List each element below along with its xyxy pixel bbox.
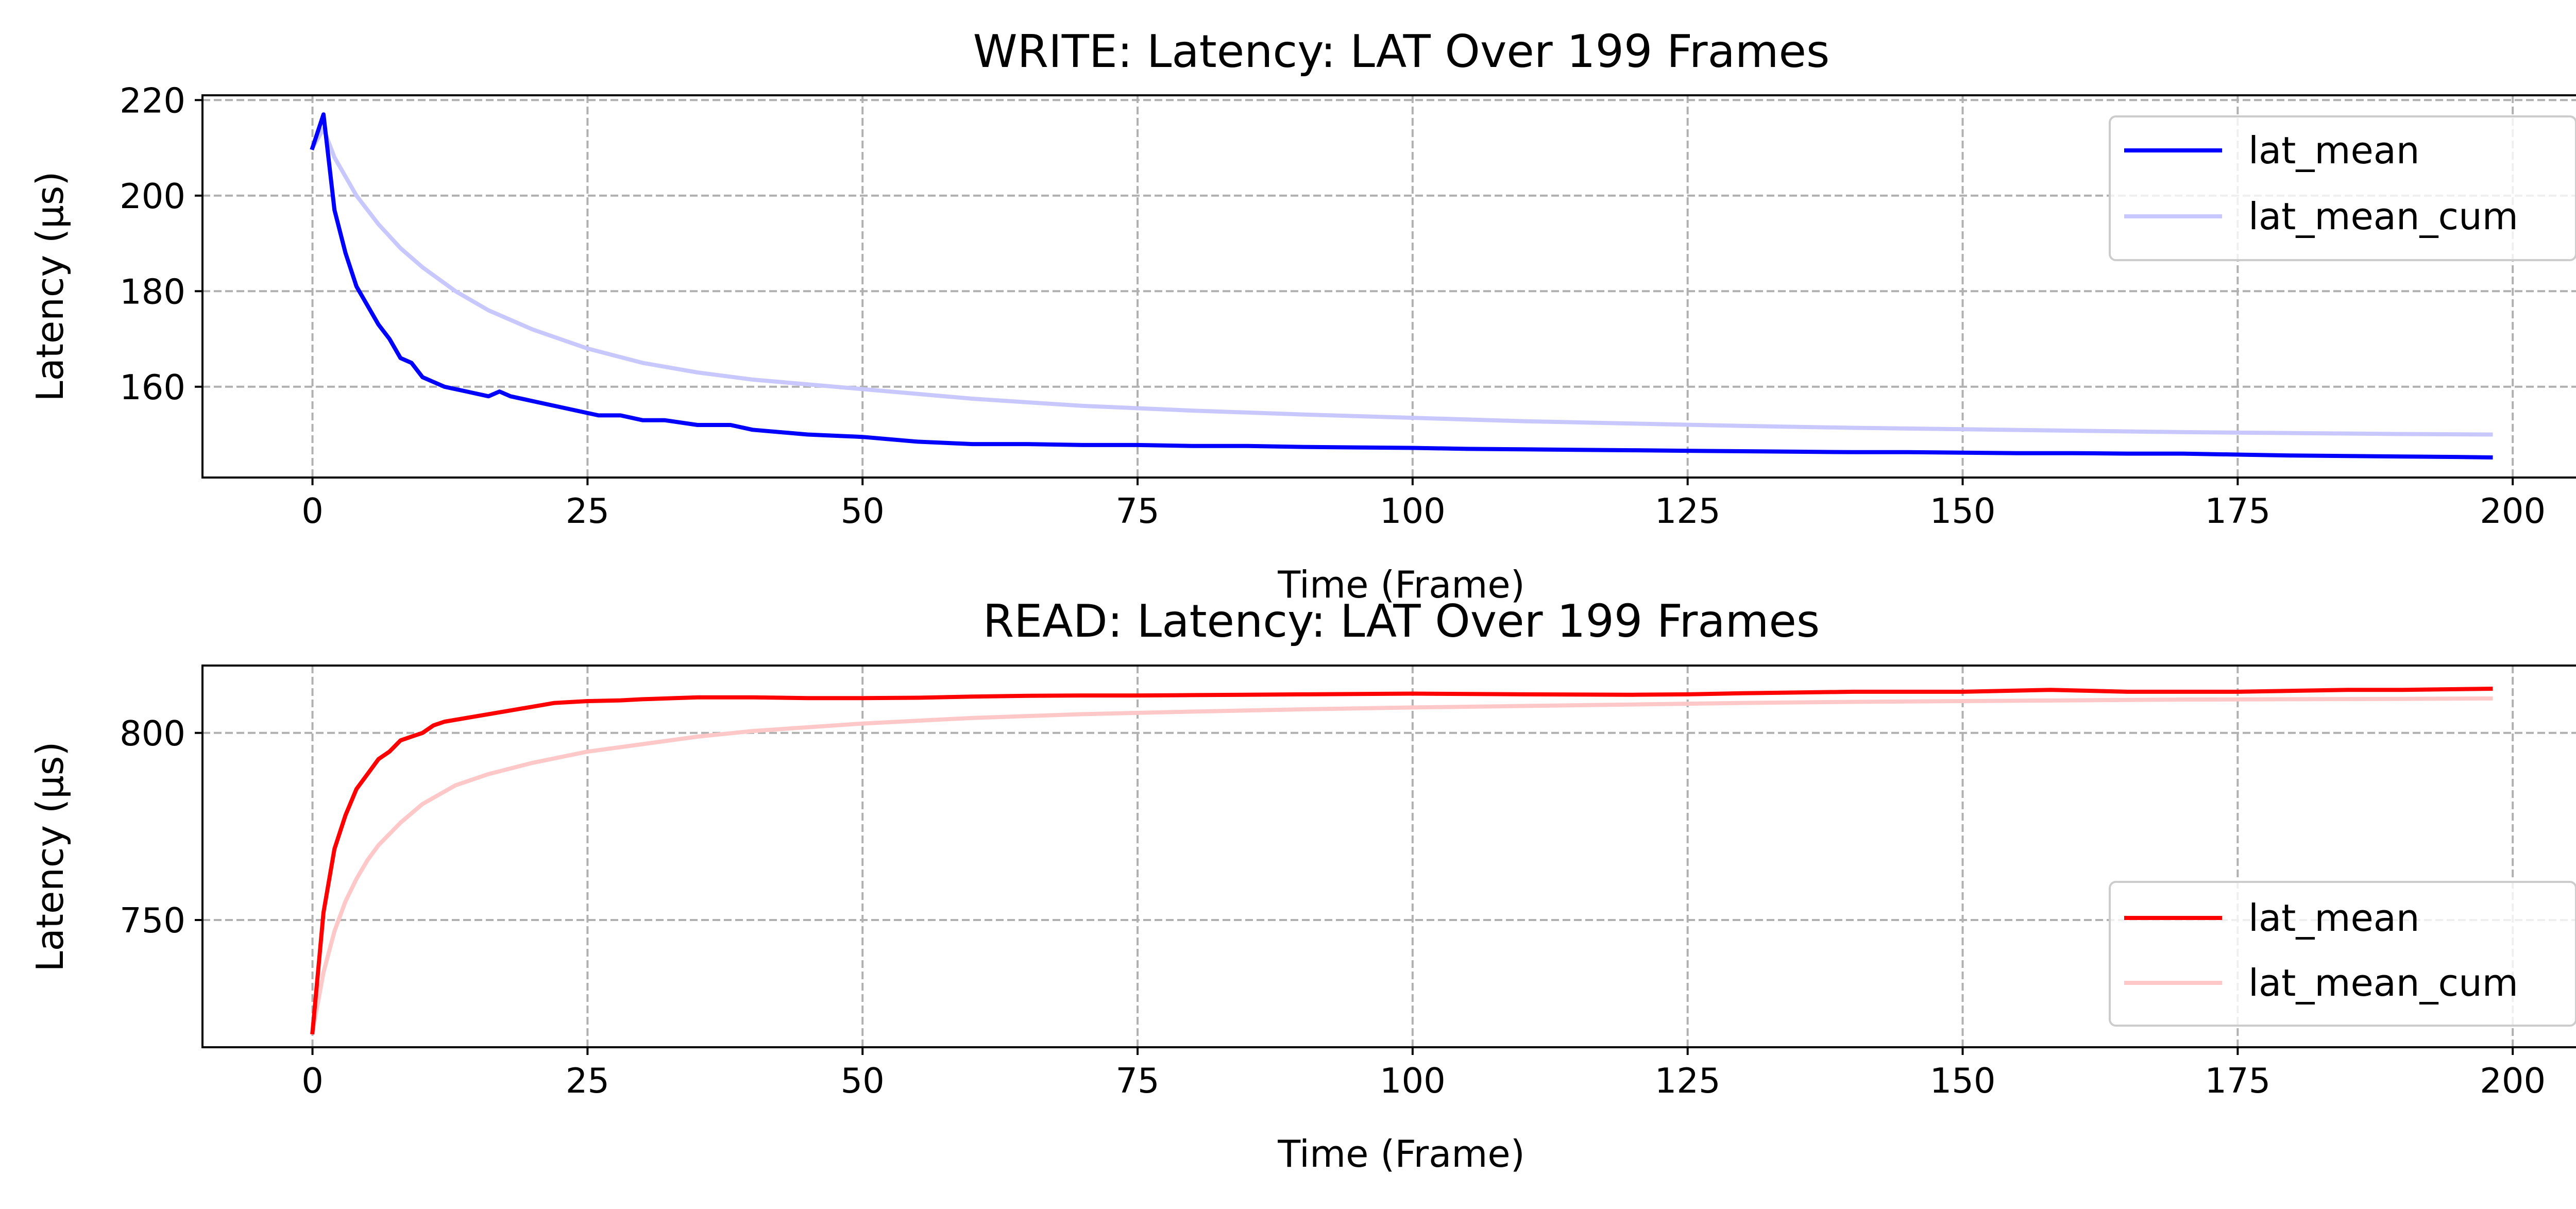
write-y-tick-label: 180 — [120, 271, 185, 312]
write-ticks: 0 25 50 75 100 125 150 175 200 160 180 200 220 — [120, 80, 2546, 531]
read-x-tick-label: 0 — [301, 1061, 324, 1101]
read-y-axis-label: Latency (µs) — [28, 742, 72, 972]
read-chart-title: READ: Latency: LAT Over 199 Frames — [983, 595, 1820, 648]
write-x-tick-label: 175 — [2205, 491, 2270, 531]
write-x-tick-label: 0 — [301, 491, 324, 531]
write-x-tick-label: 125 — [1655, 491, 1721, 531]
write-legend-label-lat-mean-cum: lat_mean_cum — [2248, 195, 2518, 238]
read-x-tick-label: 150 — [1930, 1061, 1996, 1101]
write-x-tick-label: 75 — [1115, 491, 1159, 531]
read-axes-frame — [201, 665, 2576, 1048]
write-axes-frame — [201, 94, 2576, 479]
read-x-tick-label: 50 — [841, 1061, 885, 1101]
write-y-tick-label: 200 — [120, 176, 185, 216]
write-latency-subplot: 0 25 50 75 100 125 150 175 200 160 180 200 220 WRITE… — [28, 25, 2576, 606]
write-x-tick-label: 50 — [841, 491, 885, 531]
read-x-tick-label: 100 — [1380, 1061, 1446, 1101]
read-legend-box — [2109, 881, 2576, 1027]
write-y-tick-label: 160 — [120, 367, 185, 407]
read-series-group — [310, 686, 2493, 1035]
read-latency-subplot: 0 25 50 75 100 125 150 175 200 750 800 READ: Laten… — [28, 595, 2576, 1176]
read-series-lat-mean-cum — [310, 696, 2493, 1035]
write-x-axis-label: Time (Frame) — [1277, 563, 1525, 606]
write-legend: lat_mean lat_mean_cum — [2109, 115, 2576, 261]
read-x-tick-label: 175 — [2205, 1061, 2270, 1101]
read-legend-label-lat-mean: lat_mean — [2248, 896, 2420, 940]
read-x-tick-label: 25 — [566, 1061, 609, 1101]
write-y-tick-label: 220 — [120, 80, 185, 121]
read-x-axis-label: Time (Frame) — [1277, 1132, 1525, 1176]
read-y-tick-label: 750 — [120, 900, 185, 941]
write-series-lat-mean — [310, 112, 2493, 460]
write-series-lat-mean-cum — [310, 126, 2493, 437]
read-x-tick-label: 125 — [1655, 1061, 1721, 1101]
write-series-group — [310, 112, 2493, 460]
read-x-tick-label: 200 — [2480, 1061, 2546, 1101]
read-series-lat-mean — [310, 686, 2493, 1035]
write-x-tick-label: 200 — [2480, 491, 2546, 531]
write-x-tick-label: 100 — [1380, 491, 1446, 531]
read-legend: lat_mean lat_mean_cum — [2109, 881, 2576, 1027]
read-legend-label-lat-mean-cum: lat_mean_cum — [2248, 961, 2518, 1004]
read-ticks: 0 25 50 75 100 125 150 175 200 750 800 — [120, 713, 2546, 1101]
read-y-tick-label: 800 — [120, 713, 185, 754]
write-chart-title: WRITE: Latency: LAT Over 199 Frames — [973, 25, 1830, 78]
write-x-tick-label: 150 — [1930, 491, 1996, 531]
write-legend-label-lat-mean: lat_mean — [2248, 129, 2420, 172]
write-y-axis-label: Latency (µs) — [28, 172, 72, 402]
write-legend-box — [2109, 115, 2576, 261]
read-x-tick-label: 75 — [1115, 1061, 1159, 1101]
write-x-tick-label: 25 — [566, 491, 609, 531]
